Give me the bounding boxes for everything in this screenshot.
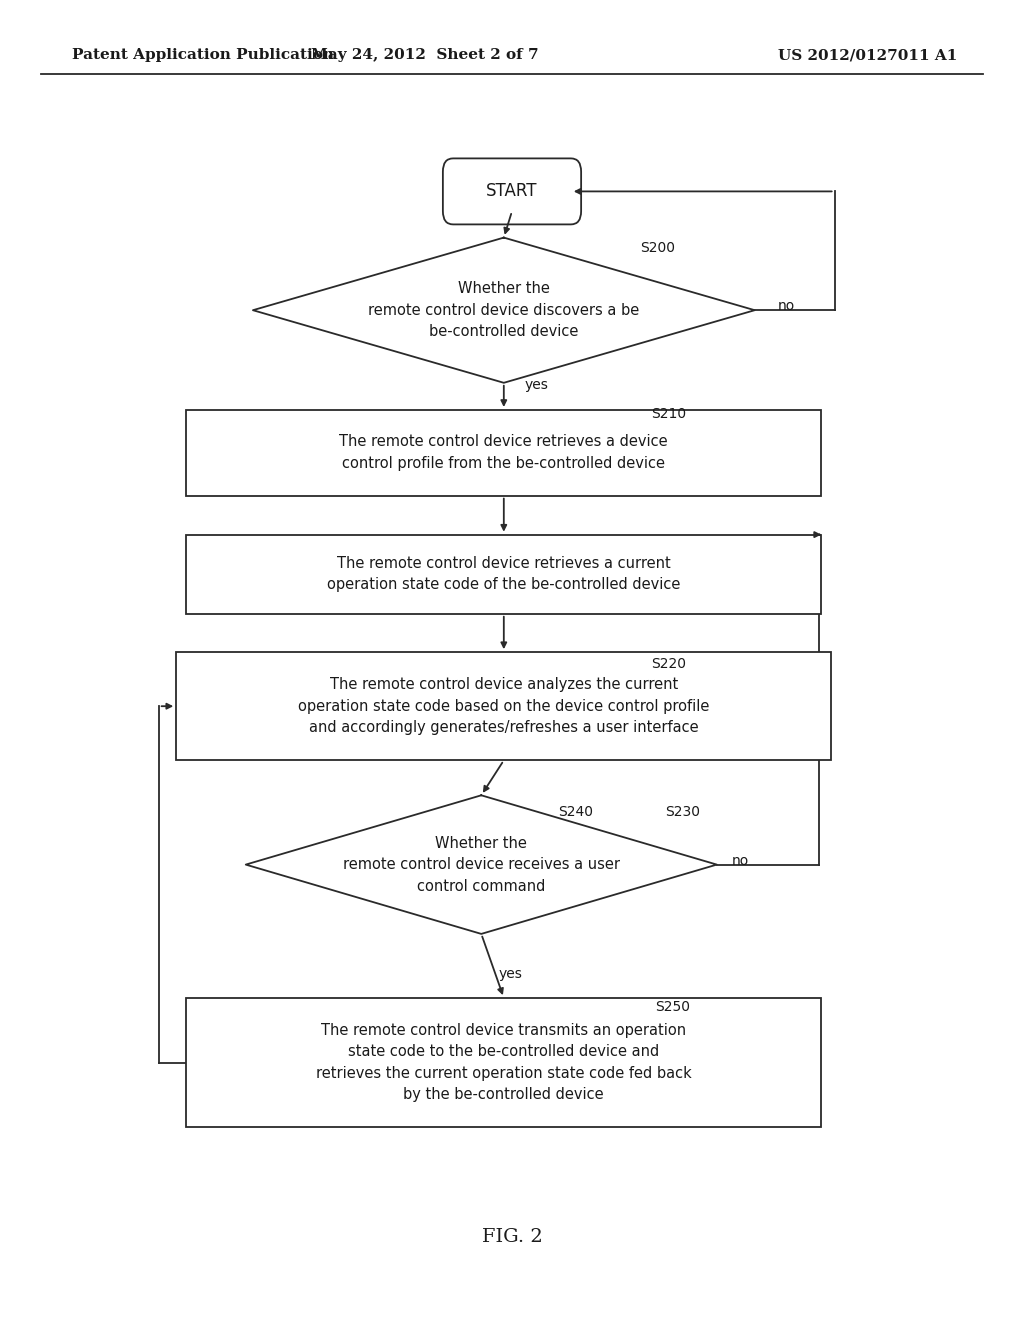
FancyBboxPatch shape (442, 158, 582, 224)
Text: FIG. 2: FIG. 2 (481, 1228, 543, 1246)
Text: May 24, 2012  Sheet 2 of 7: May 24, 2012 Sheet 2 of 7 (311, 49, 539, 62)
Text: Whether the
remote control device discovers a be
be-controlled device: Whether the remote control device discov… (369, 281, 639, 339)
Text: The remote control device analyzes the current
operation state code based on the: The remote control device analyzes the c… (298, 677, 710, 735)
Text: S240: S240 (558, 805, 593, 818)
Text: US 2012/0127011 A1: US 2012/0127011 A1 (778, 49, 957, 62)
Text: no: no (732, 854, 750, 867)
Bar (186, 535, 821, 614)
Text: The remote control device transmits an operation
state code to the be-controlled: The remote control device transmits an o… (316, 1023, 691, 1102)
Text: yes: yes (524, 379, 548, 392)
Text: The remote control device retrieves a device
control profile from the be-control: The remote control device retrieves a de… (340, 434, 668, 471)
Text: S250: S250 (655, 1001, 690, 1014)
Text: Whether the
remote control device receives a user
control command: Whether the remote control device receiv… (343, 836, 620, 894)
Text: START: START (486, 182, 538, 201)
Text: S210: S210 (651, 408, 686, 421)
Text: S230: S230 (666, 805, 700, 818)
Bar (186, 998, 821, 1127)
Bar (176, 652, 831, 760)
Text: S200: S200 (640, 242, 675, 255)
Bar (186, 409, 821, 495)
Text: no: no (778, 300, 796, 313)
Text: Patent Application Publication: Patent Application Publication (72, 49, 334, 62)
Text: S220: S220 (651, 657, 686, 671)
Text: The remote control device retrieves a current
operation state code of the be-con: The remote control device retrieves a cu… (327, 556, 681, 593)
Text: yes: yes (499, 968, 522, 981)
